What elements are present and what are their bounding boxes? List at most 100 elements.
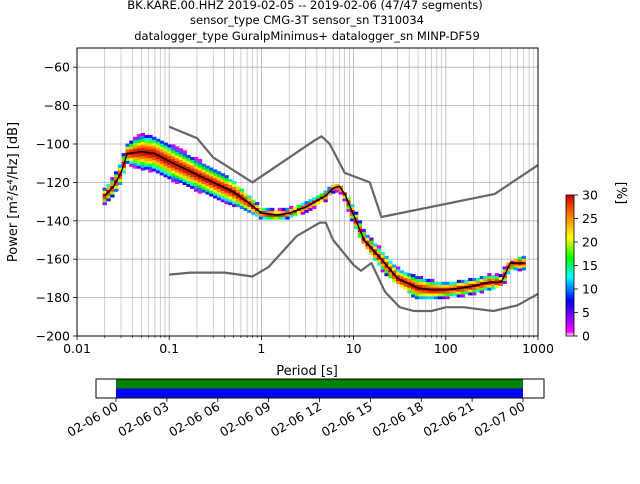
heatmap-cell xyxy=(201,180,206,185)
heatmap-cell xyxy=(232,183,237,187)
heatmap-cell xyxy=(426,278,431,282)
heatmap-cell xyxy=(243,193,248,197)
heatmap-cell xyxy=(475,289,481,293)
heatmap-cell xyxy=(174,166,180,170)
heatmap-cell xyxy=(323,199,328,203)
heatmap-cell xyxy=(411,276,416,281)
heatmap-cell xyxy=(315,195,321,199)
heatmap-cell xyxy=(114,177,119,181)
heatmap-cell xyxy=(136,156,142,161)
colorbar: 0 5 10 15 20 25 30 [%] xyxy=(565,182,628,344)
heatmap-cell xyxy=(125,160,130,164)
heatmap-cell xyxy=(468,286,473,290)
heatmap-cell xyxy=(182,150,187,154)
heatmap-cell xyxy=(270,207,275,211)
heatmap-cell xyxy=(171,164,176,168)
heatmap-cell xyxy=(201,178,206,182)
heatmap-cell xyxy=(163,154,168,158)
heatmap-cell xyxy=(254,210,260,214)
heatmap-cell xyxy=(464,288,469,292)
heatmap-cell xyxy=(155,170,161,174)
colorbar-label: [%] xyxy=(613,182,628,205)
heatmap-cell xyxy=(517,265,523,269)
heatmap-cell xyxy=(190,168,195,172)
heatmap-cell xyxy=(102,196,107,200)
heatmap-cell xyxy=(216,185,222,189)
heatmap-cell xyxy=(201,172,206,176)
heatmap-cell xyxy=(148,137,153,141)
heatmap-cell xyxy=(312,203,317,207)
heatmap-cell xyxy=(182,170,187,174)
y-tick-label: −120 xyxy=(36,175,70,190)
heatmap-cell xyxy=(384,261,389,265)
heatmap-cell xyxy=(239,203,245,207)
heatmap-cell xyxy=(205,168,210,172)
heatmap-cell xyxy=(197,176,203,180)
heatmap-cell xyxy=(235,204,241,208)
heatmap-cell xyxy=(197,179,203,183)
heatmap-cell xyxy=(399,273,404,277)
heatmap-cell xyxy=(106,195,111,199)
heatmap-cell xyxy=(411,285,416,289)
heatmap-cell xyxy=(171,170,176,174)
heatmap-cell xyxy=(422,296,427,300)
heatmap-cell xyxy=(167,170,172,174)
heatmap-cell xyxy=(243,196,248,200)
heatmap-cell xyxy=(491,286,496,290)
heatmap-cell xyxy=(392,264,397,268)
heatmap-cell xyxy=(167,158,172,162)
heatmap-cell xyxy=(323,190,328,194)
mean-psd-line xyxy=(104,150,524,291)
heatmap-cell xyxy=(384,273,389,277)
heatmap-cell xyxy=(498,282,504,286)
heatmap-cell xyxy=(171,158,176,162)
heatmap-cell xyxy=(380,254,385,258)
heatmap-cell xyxy=(510,260,515,264)
heatmap-cell xyxy=(273,210,279,214)
heatmap-cell xyxy=(125,143,130,147)
heatmap-cell xyxy=(209,167,214,171)
heatmap-cell xyxy=(498,276,504,281)
heatmap-cell xyxy=(197,167,203,171)
heatmap-cell xyxy=(300,203,305,207)
heatmap-cell xyxy=(479,290,484,294)
heatmap-cell xyxy=(479,276,484,280)
timeline-tick-label: 02-07 00 xyxy=(471,399,527,440)
heatmap-cell xyxy=(494,278,500,282)
heatmap-cell xyxy=(251,203,256,207)
heatmap-cell xyxy=(407,278,412,282)
heatmap-cell xyxy=(220,196,225,200)
heatmap-cell xyxy=(384,267,389,271)
heatmap-cell xyxy=(232,192,237,196)
heatmap-cell xyxy=(232,198,237,202)
heatmap-cell xyxy=(418,290,424,294)
heatmap-cell xyxy=(155,144,161,148)
heatmap-cell xyxy=(110,177,115,181)
timeline-bar-bottom xyxy=(116,388,523,398)
heatmap-cell xyxy=(426,290,431,294)
heatmap-cell xyxy=(289,205,294,209)
heatmap-cell xyxy=(418,296,424,300)
heatmap-cell xyxy=(167,147,172,151)
heatmap-cell xyxy=(167,150,172,154)
heatmap-cell xyxy=(293,206,298,210)
heatmap-cell xyxy=(155,141,161,145)
heatmap-cell xyxy=(140,167,145,171)
heatmap-cell xyxy=(110,191,115,195)
heatmap-cell xyxy=(289,211,294,215)
heatmap-cell xyxy=(213,172,218,176)
heatmap-cell xyxy=(163,174,168,178)
heatmap-cell xyxy=(182,176,187,180)
heatmap-cell xyxy=(521,255,526,259)
heatmap-cell xyxy=(411,294,416,298)
heatmap-cell xyxy=(133,159,138,163)
heatmap-cell xyxy=(136,154,142,158)
heatmap-cell xyxy=(277,207,283,211)
heatmap-cell xyxy=(220,179,225,183)
colorbar-tick-label: 15 xyxy=(582,258,598,273)
heatmap-cell xyxy=(114,171,119,175)
heatmap-cell xyxy=(472,286,477,290)
heatmap-cell xyxy=(460,285,465,289)
heatmap-cell xyxy=(201,189,206,193)
heatmap-cell xyxy=(224,183,229,187)
